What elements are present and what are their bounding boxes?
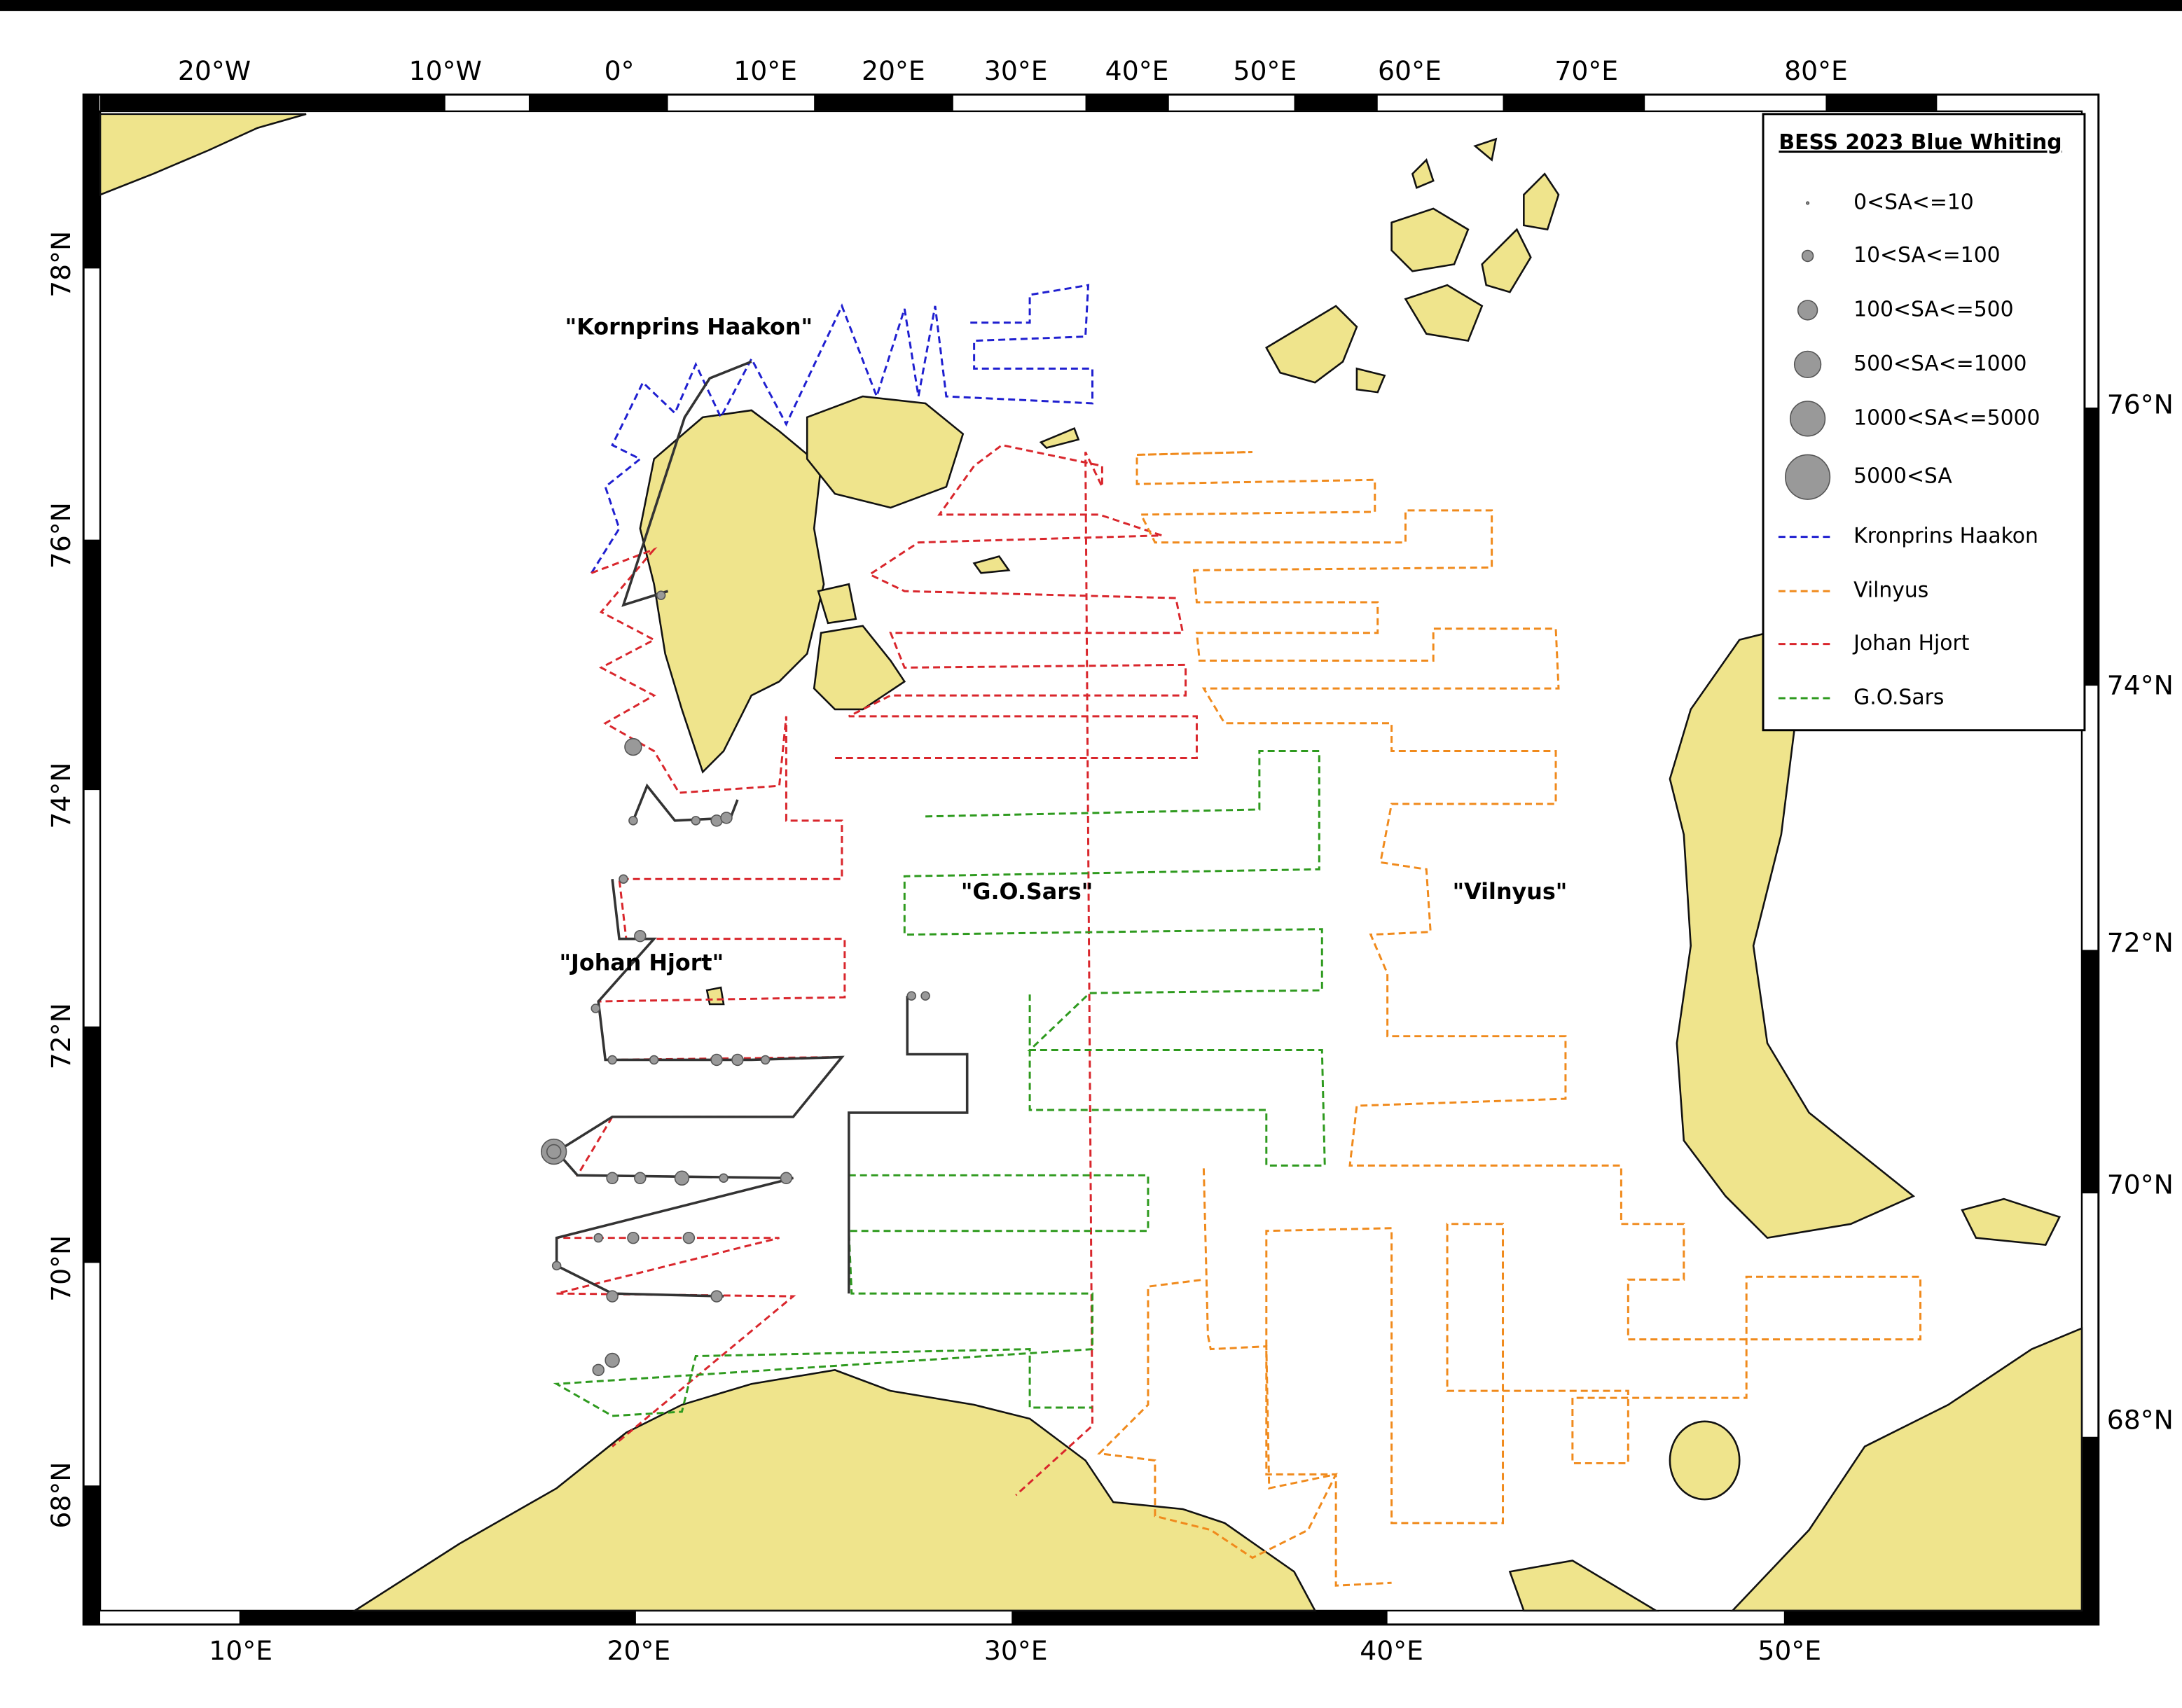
lat-label: 70°N bbox=[46, 1235, 76, 1302]
track-fishing-3 bbox=[632, 783, 739, 822]
lat-label: 72°N bbox=[46, 1003, 76, 1069]
track-kronprins-haakon bbox=[591, 284, 1093, 574]
legend-entry: Vilnyus bbox=[1853, 578, 1928, 603]
legend-title: BESS 2023 Blue Whiting bbox=[1779, 130, 2062, 155]
track-johan-hjort-east bbox=[834, 443, 1198, 1497]
lon-label: 20°W bbox=[178, 55, 251, 86]
lat-label: 74°N bbox=[46, 763, 76, 829]
top-axis-labels: 20°W 10°W 0° 10°E 20°E 30°E 40°E 50°E 60… bbox=[178, 55, 1848, 86]
lon-label: 20°E bbox=[862, 55, 925, 86]
lat-label: 68°N bbox=[46, 1462, 76, 1529]
lon-label: 30°E bbox=[984, 55, 1048, 86]
legend-entry: Johan Hjort bbox=[1852, 631, 1969, 655]
vessel-label: "Kornprins Haakon" bbox=[565, 315, 813, 340]
lat-label: 72°N bbox=[2107, 927, 2174, 958]
vessel-label: "Vilnyus" bbox=[1453, 880, 1568, 905]
sa-bubbles bbox=[540, 590, 930, 1377]
lon-label: 10°E bbox=[209, 1635, 272, 1666]
track-go-sars-south bbox=[553, 1174, 1149, 1417]
track-vilnyus-west bbox=[1097, 1168, 1338, 1560]
track-vilnyus bbox=[1135, 451, 1922, 1587]
lon-label: 40°E bbox=[1360, 1635, 1423, 1666]
track-fishing bbox=[848, 996, 969, 1294]
legend-symbol bbox=[1793, 350, 1822, 379]
lon-label: 40°E bbox=[1105, 55, 1169, 86]
legend-entry: 10<SA<=100 bbox=[1853, 243, 2000, 268]
legend-entry: 500<SA<=1000 bbox=[1853, 352, 2026, 376]
legend-symbol bbox=[1806, 201, 1810, 205]
lon-label: 60°E bbox=[1378, 55, 1442, 86]
right-axis-labels: 76°N 74°N 72°N 70°N 68°N bbox=[2107, 389, 2174, 1435]
track-fishing-2 bbox=[554, 879, 845, 1298]
top-bar bbox=[0, 0, 2182, 11]
lon-label: 80°E bbox=[1784, 55, 1848, 86]
lon-label: 10°E bbox=[733, 55, 797, 86]
lat-label: 70°N bbox=[2107, 1169, 2174, 1200]
legend-symbol bbox=[1797, 300, 1818, 321]
legend: BESS 2023 Blue Whiting 0<SA<=10 10<SA<=1… bbox=[1762, 113, 2086, 732]
legend-entry: 1000<SA<=5000 bbox=[1853, 405, 2040, 430]
legend-entry: 0<SA<=10 bbox=[1853, 190, 1974, 214]
lon-label: 20°E bbox=[607, 1635, 670, 1666]
vessel-labels: "Kornprins Haakon" "G.O.Sars" "Vilnyus" … bbox=[560, 315, 1568, 976]
lon-label: 50°E bbox=[1758, 1635, 1821, 1666]
lat-label: 76°N bbox=[2107, 389, 2174, 419]
lat-label: 68°N bbox=[2107, 1404, 2174, 1435]
legend-entry: 5000<SA bbox=[1853, 464, 1952, 489]
lon-label: 0° bbox=[605, 55, 635, 86]
lat-label: 74°N bbox=[2107, 670, 2174, 701]
left-axis-labels: 78°N 76°N 74°N 72°N 70°N 68°N bbox=[46, 231, 76, 1529]
vessel-label: "Johan Hjort" bbox=[560, 950, 724, 975]
lon-label: 30°E bbox=[984, 1635, 1048, 1666]
legend-entry: Kronprins Haakon bbox=[1853, 524, 2038, 548]
bottom-axis-labels: 10°E 20°E 30°E 40°E 50°E bbox=[209, 1635, 1821, 1666]
cruise-tracks bbox=[553, 284, 1922, 1587]
track-go-sars bbox=[903, 750, 1326, 1167]
land bbox=[99, 113, 2083, 1612]
lat-label: 78°N bbox=[46, 231, 76, 298]
legend-symbol bbox=[1801, 249, 1814, 263]
vessel-label: "G.O.Sars" bbox=[961, 880, 1093, 905]
lon-label: 10°W bbox=[409, 55, 482, 86]
track-fishing-4 bbox=[621, 360, 752, 607]
legend-entry: 100<SA<=500 bbox=[1853, 297, 2013, 321]
legend-entry: G.O.Sars bbox=[1853, 686, 1944, 710]
legend-symbol bbox=[1789, 401, 1826, 437]
legend-symbol bbox=[1785, 454, 1831, 500]
lon-label: 50°E bbox=[1233, 55, 1297, 86]
lat-label: 76°N bbox=[46, 502, 76, 569]
lon-label: 70°E bbox=[1554, 55, 1618, 86]
